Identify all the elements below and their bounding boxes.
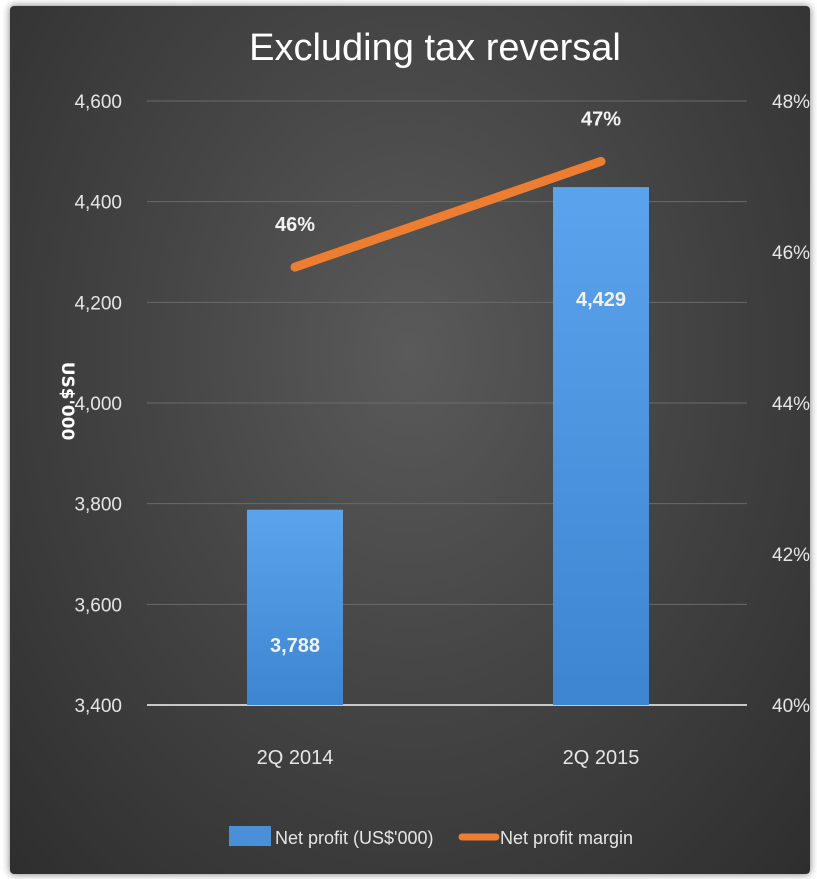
y-tick-label: 4,400 [74, 193, 122, 214]
line-data-label: 46% [275, 214, 315, 236]
y2-tick-label: 46% [772, 243, 810, 264]
y-tick-label: 3,600 [74, 595, 122, 616]
y-axis-label: US$'000 [57, 362, 77, 441]
legend-swatch-net-profit [229, 826, 271, 846]
y-tick-label: 4,600 [74, 92, 122, 113]
chart-title: Excluding tax reversal [249, 27, 621, 69]
y-tick-label: 3,800 [74, 495, 122, 516]
bar-data-label: 4,429 [576, 289, 626, 311]
bars: 3,788 4,429 [247, 187, 649, 705]
bar-data-label: 3,788 [270, 635, 320, 657]
x-tick-label: 2Q 2015 [563, 747, 640, 769]
y2-tick-label: 48% [772, 92, 810, 113]
legend-label-net-profit: Net profit (US$'000) [275, 828, 434, 848]
y-tick-label: 4,200 [74, 293, 122, 314]
y2-tick-label: 42% [772, 545, 810, 566]
x-tick-label: 2Q 2014 [257, 747, 334, 769]
gridlines [147, 100, 747, 706]
chart-frame: Excluding tax reversal 3,788 4,429 46% 47%… [10, 6, 810, 874]
y2-tick-label: 40% [772, 696, 810, 717]
y2-tick-label: 44% [772, 394, 810, 415]
line-data-label: 47% [581, 108, 621, 130]
margin-line: 46% 47% [275, 108, 621, 272]
bar [247, 509, 343, 705]
axis-ticks: 3,400 3,600 3,800 4,000 4,200 4,400 4,600 40% 42… [74, 92, 810, 769]
legend-label-margin: Net profit margin [500, 828, 633, 848]
chart-canvas: Excluding tax reversal 3,788 4,429 46% 47%… [57, 27, 810, 848]
bar [553, 187, 649, 705]
margin-line-path [290, 156, 606, 272]
y-tick-label: 4,000 [74, 394, 122, 415]
legend: Net profit (US$'000) Net profit margin [229, 826, 633, 848]
y-tick-label: 3,400 [74, 696, 122, 717]
